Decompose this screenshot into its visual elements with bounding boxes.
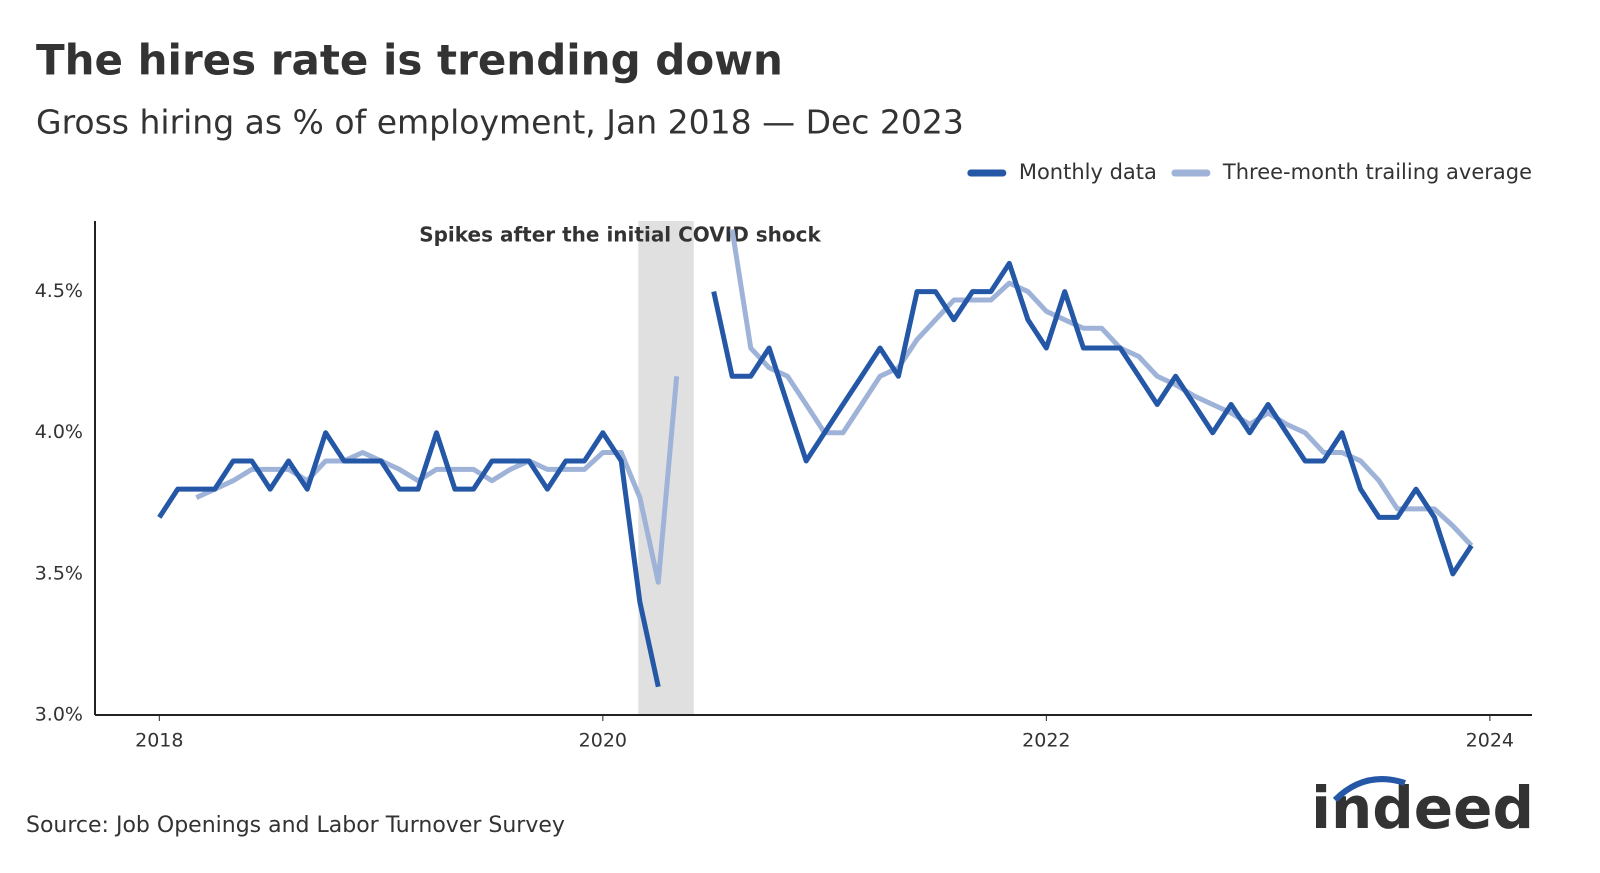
logo: indeed bbox=[1311, 774, 1534, 842]
source: Source: Job Openings and Labor Turnover … bbox=[26, 813, 565, 838]
x-tick-label: 2022 bbox=[1022, 730, 1070, 752]
y-tick-label: 3.0% bbox=[35, 704, 83, 726]
logo-arc bbox=[1332, 776, 1406, 803]
x-tick-label: 2020 bbox=[579, 730, 627, 752]
legend-label: Monthly data bbox=[1019, 160, 1157, 184]
chart-subtitle: Gross hiring as % of employment, Jan 201… bbox=[36, 103, 964, 142]
y-tick-label: 4.0% bbox=[35, 421, 83, 443]
annotation: Spikes after the initial COVID shock bbox=[419, 223, 821, 247]
x-tick-label: 2018 bbox=[135, 730, 183, 752]
x-tick-label: 2024 bbox=[1466, 730, 1514, 752]
chart-title: The hires rate is trending down bbox=[36, 36, 783, 85]
series-line bbox=[157, 260, 1474, 688]
y-tick-label: 4.5% bbox=[35, 280, 83, 302]
series-line bbox=[195, 229, 1474, 585]
y-tick-label: 3.5% bbox=[35, 562, 83, 584]
legend-label: Three-month trailing average bbox=[1222, 160, 1532, 184]
